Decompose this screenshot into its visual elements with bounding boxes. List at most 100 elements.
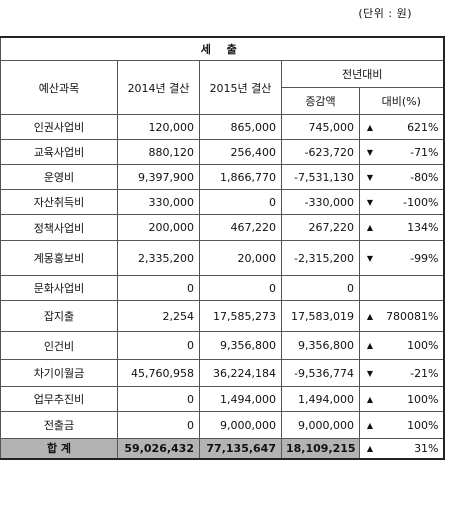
table-title: 세 출 (0, 36, 445, 61)
ratio-value: -80% (410, 170, 439, 184)
change-cell: 267,220 (281, 214, 360, 241)
change-cell: 9,000,000 (281, 411, 360, 439)
table-row: 교육사업비 880,120 256,400 -623,720 ▼ -71% (0, 139, 445, 165)
change-cell: -623,720 (281, 139, 360, 165)
ratio-value: -71% (410, 145, 439, 159)
value-2014-cell: 0 (117, 331, 200, 360)
total-2014-cell: 59,026,432 (117, 438, 200, 459)
change-cell: -2,315,200 (281, 240, 360, 276)
category-cell: 정책사업비 (0, 214, 118, 241)
change-cell: 9,356,800 (281, 331, 360, 360)
unit-label: (단위 : 원) (358, 7, 412, 20)
ratio-value: 100% (407, 392, 439, 406)
value-2015-cell: 467,220 (199, 214, 282, 241)
category-cell: 전출금 (0, 411, 118, 439)
ratio-value: -100% (403, 195, 439, 209)
col-header-category: 예산과목 (0, 60, 118, 115)
change-cell: -330,000 (281, 189, 360, 215)
change-cell: -9,536,774 (281, 359, 360, 387)
ratio-cell: ▼ -100% (358, 189, 445, 215)
category-cell: 잡지출 (0, 300, 118, 332)
trend-arrow-icon: ▼ (366, 172, 374, 182)
expenditure-table: 세 출 예산과목 2014년 결산 2015년 결산 전년대비 증감액 대비(%… (0, 36, 445, 460)
table-row: 차기이월금 45,760,958 36,224,184 -9,536,774 ▼ -21% (0, 359, 445, 387)
ratio-cell: ▼ -21% (358, 359, 445, 387)
ratio-value: 134% (407, 221, 439, 234)
value-2015-cell: 865,000 (199, 114, 282, 140)
ratio-value: 100% (407, 418, 439, 432)
total-row: 합 계 59,026,432 77,135,647 18,109,215 ▲ 31% (0, 438, 445, 459)
ratio-value: 621% (407, 120, 439, 134)
category-cell: 자산취득비 (0, 189, 118, 215)
trend-arrow-icon: ▲ (366, 443, 374, 453)
trend-arrow-icon: ▲ (366, 223, 374, 232)
value-2014-cell: 330,000 (117, 189, 200, 215)
ratio-value: -21% (410, 366, 439, 380)
col-header-ratio: 대비(%) (358, 87, 445, 115)
value-2015-cell: 36,224,184 (199, 359, 282, 387)
ratio-cell: ▲ 621% (358, 114, 445, 140)
value-2015-cell: 1,494,000 (199, 386, 282, 412)
trend-arrow-icon: ▼ (366, 197, 374, 207)
change-cell: 0 (281, 275, 360, 301)
value-2014-cell: 880,120 (117, 139, 200, 165)
value-2015-cell: 0 (199, 189, 282, 215)
value-2014-cell: 120,000 (117, 114, 200, 140)
value-2015-cell: 9,000,000 (199, 411, 282, 439)
table-row: 운영비 9,397,900 1,866,770 -7,531,130 ▼ -80% (0, 164, 445, 190)
value-2014-cell: 0 (117, 386, 200, 412)
trend-arrow-icon: ▼ (366, 147, 374, 157)
ratio-cell: ▼ -80% (358, 164, 445, 190)
table-row: 문화사업비 0 0 0 (0, 275, 445, 301)
ratio-cell: ▲ 780081% (358, 300, 445, 332)
col-header-compare: 전년대비 (280, 60, 445, 88)
change-cell: -7,531,130 (281, 164, 360, 190)
ratio-cell: ▲ 134% (358, 214, 445, 241)
ratio-cell: ▲ 100% (358, 411, 445, 439)
trend-arrow-icon: ▲ (366, 311, 374, 321)
trend-arrow-icon: ▲ (366, 420, 374, 430)
value-2015-cell: 17,585,273 (199, 300, 282, 332)
table-row: 업무추진비 0 1,494,000 1,494,000 ▲ 100% (0, 386, 445, 412)
value-2014-cell: 0 (117, 411, 200, 439)
trend-arrow-icon: ▼ (366, 368, 374, 378)
value-2014-cell: 2,335,200 (117, 240, 200, 276)
category-cell: 인건비 (0, 331, 118, 360)
table-body: 인권사업비 120,000 865,000 745,000 ▲ 621% 교육사업비 880,… (0, 114, 445, 459)
category-cell: 인권사업비 (0, 114, 118, 140)
ratio-value: -99% (410, 251, 439, 265)
category-cell: 문화사업비 (0, 275, 118, 301)
ratio-value: 100% (407, 339, 439, 352)
table-row: 계몽홍보비 2,335,200 20,000 -2,315,200 ▼ -99% (0, 240, 445, 276)
category-cell: 교육사업비 (0, 139, 118, 165)
category-cell: 차기이월금 (0, 359, 118, 387)
change-cell: 745,000 (281, 114, 360, 140)
col-header-2014: 2014년 결산 (117, 60, 200, 115)
col-header-2015: 2015년 결산 (199, 60, 282, 115)
value-2015-cell: 256,400 (199, 139, 282, 165)
col-header-change: 증감액 (281, 87, 360, 115)
trend-arrow-icon: ▲ (366, 122, 374, 132)
total-2015-cell: 77,135,647 (199, 438, 282, 459)
value-2014-cell: 0 (117, 275, 200, 301)
value-2015-cell: 9,356,800 (199, 331, 282, 360)
trend-arrow-icon: ▼ (366, 253, 374, 263)
ratio-cell: ▲ 100% (358, 331, 445, 360)
table-row: 전출금 0 9,000,000 9,000,000 ▲ 100% (0, 411, 445, 439)
trend-arrow-icon: ▲ (366, 341, 374, 350)
ratio-value: 780081% (386, 309, 439, 323)
trend-arrow-icon: ▲ (366, 394, 374, 404)
ratio-cell: ▲ 100% (358, 386, 445, 412)
table-row: 인권사업비 120,000 865,000 745,000 ▲ 621% (0, 114, 445, 140)
ratio-cell: ▼ -99% (358, 240, 445, 276)
category-cell: 업무추진비 (0, 386, 118, 412)
table-row: 정책사업비 200,000 467,220 267,220 ▲ 134% (0, 214, 445, 241)
value-2014-cell: 200,000 (117, 214, 200, 241)
value-2014-cell: 45,760,958 (117, 359, 200, 387)
value-2015-cell: 0 (199, 275, 282, 301)
total-ratio-cell: ▲ 31% (358, 438, 445, 459)
table-row: 자산취득비 330,000 0 -330,000 ▼ -100% (0, 189, 445, 215)
ratio-cell: ▼ -71% (358, 139, 445, 165)
category-cell: 운영비 (0, 164, 118, 190)
table-row: 인건비 0 9,356,800 9,356,800 ▲ 100% (0, 331, 445, 360)
